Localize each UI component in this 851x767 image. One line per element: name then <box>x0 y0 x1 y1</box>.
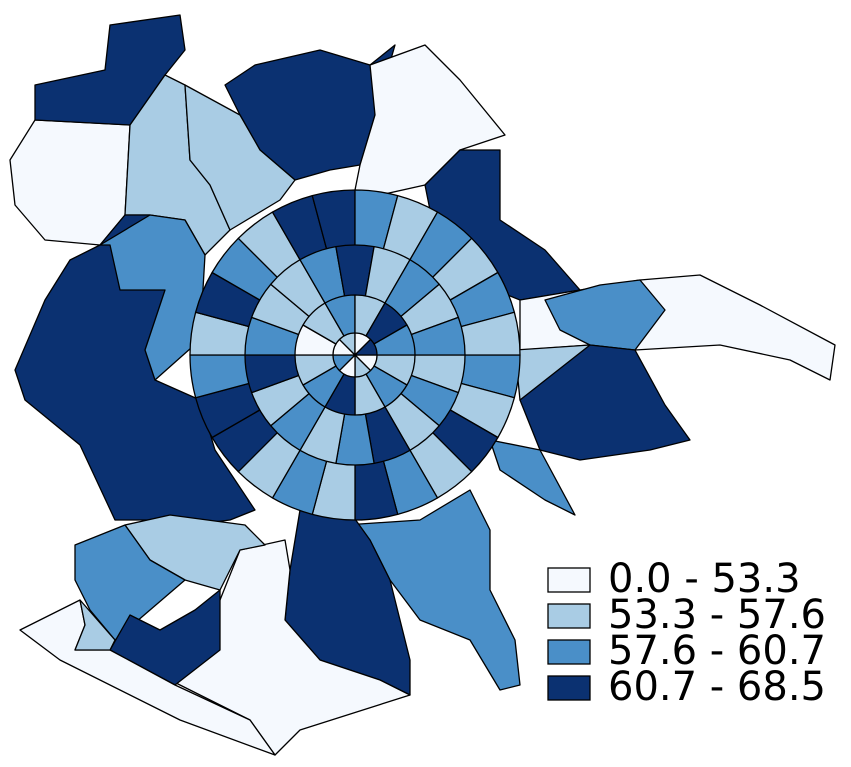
legend-swatch <box>547 639 591 665</box>
legend-swatch <box>547 567 591 593</box>
district <box>519 344 691 461</box>
legend-label: 57.6 - 60.7 <box>608 628 826 674</box>
district <box>184 84 296 231</box>
ring-districts <box>189 189 521 521</box>
district <box>34 14 186 126</box>
district <box>544 279 666 351</box>
district <box>99 214 206 381</box>
district <box>74 599 116 651</box>
district <box>354 338 378 356</box>
districts <box>9 14 836 756</box>
district <box>74 524 186 641</box>
district <box>109 589 221 686</box>
legend-label: 53.3 - 57.6 <box>608 592 826 638</box>
legend-label: 60.7 - 68.5 <box>608 664 826 710</box>
legend-swatch <box>547 675 591 701</box>
legend-swatch <box>547 603 591 629</box>
legend-label: 0.0 - 53.3 <box>608 556 801 602</box>
legend: 0.0 - 53.353.3 - 57.657.6 - 60.760.7 - 6… <box>547 556 826 710</box>
district <box>9 119 131 246</box>
district <box>489 439 576 516</box>
